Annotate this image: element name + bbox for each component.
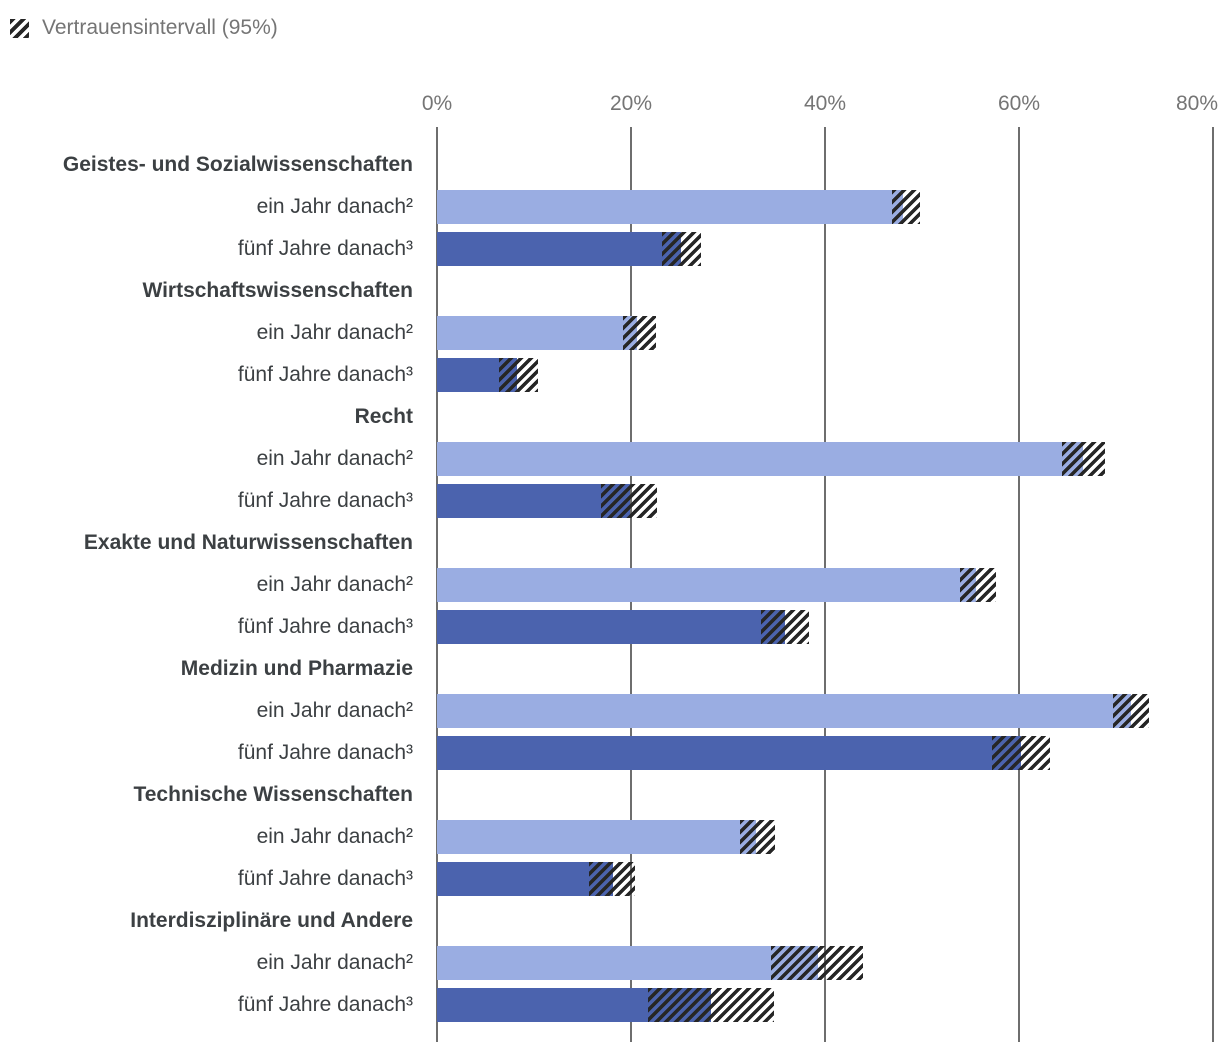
bar-label: fünf Jahre danach³ (237, 993, 413, 1016)
bar-label: fünf Jahre danach³ (237, 237, 413, 260)
confidence-interval-hatch (959, 568, 996, 602)
bar-label: fünf Jahre danach³ (237, 489, 413, 512)
confidence-interval-hatch (739, 820, 775, 854)
gridline (1212, 127, 1214, 1042)
bar-label: ein Jahr danach² (256, 195, 413, 218)
x-tick-label: 0% (421, 92, 453, 115)
bar-fuenf-jahre-danach[interactable] (437, 610, 786, 644)
confidence-interval-hatch (991, 736, 1051, 770)
confidence-interval-hatch-icon (10, 18, 29, 38)
confidence-interval-hatch (770, 946, 863, 980)
bar-ein-jahr-danach[interactable] (437, 442, 1084, 476)
bar-ein-jahr-danach[interactable] (437, 316, 637, 350)
bar-label: ein Jahr danach² (256, 699, 413, 722)
confidence-interval-hatch (662, 232, 701, 266)
x-tick-label: 60% (997, 92, 1041, 115)
bar-ein-jahr-danach[interactable] (437, 190, 903, 224)
confidence-interval-hatch (589, 862, 635, 896)
confidence-interval-hatch (623, 316, 657, 350)
bar-label: fünf Jahre danach³ (237, 741, 413, 764)
confidence-interval-hatch (891, 190, 921, 224)
bar-fuenf-jahre-danach[interactable] (437, 862, 613, 896)
x-tick-label: 20% (609, 92, 653, 115)
bar-label: ein Jahr danach² (256, 321, 413, 344)
bar-ein-jahr-danach[interactable] (437, 820, 757, 854)
confidence-interval-hatch (648, 988, 774, 1022)
confidence-interval-hatch (1113, 694, 1149, 728)
category-label: Interdisziplinäre und Andere (130, 909, 413, 932)
bar-fuenf-jahre-danach[interactable] (437, 232, 682, 266)
confidence-interval-hatch (1061, 442, 1106, 476)
confidence-interval-hatch (760, 610, 810, 644)
gridline (1018, 127, 1020, 1042)
bar-ein-jahr-danach[interactable] (437, 568, 977, 602)
category-label: Recht (354, 405, 413, 428)
category-label: Technische Wissenschaften (133, 783, 413, 806)
x-tick-label: 40% (803, 92, 847, 115)
bar-ein-jahr-danach[interactable] (437, 694, 1131, 728)
bar-label: ein Jahr danach² (256, 447, 413, 470)
legend-label: Vertrauensintervall (95%) (42, 16, 278, 39)
confidence-interval-hatch (499, 358, 538, 392)
bar-fuenf-jahre-danach[interactable] (437, 484, 631, 518)
bar-fuenf-jahre-danach[interactable] (437, 736, 1021, 770)
bar-label: fünf Jahre danach³ (237, 363, 413, 386)
x-tick-label: 80% (1175, 92, 1218, 115)
category-label: Exakte und Naturwissenschaften (83, 531, 413, 554)
confidence-interval-hatch (600, 484, 658, 518)
legend: Vertrauensintervall (95%) (10, 16, 278, 40)
bar-label: fünf Jahre danach³ (237, 867, 413, 890)
plot-area (436, 127, 1214, 1042)
bar-label: ein Jahr danach² (256, 951, 413, 974)
category-label: Wirtschaftswissenschaften (142, 279, 413, 302)
category-label: Medizin und Pharmazie (180, 657, 413, 680)
category-label: Geistes- und Sozialwissenschaften (62, 153, 413, 176)
bar-label: fünf Jahre danach³ (237, 615, 413, 638)
bar-label: ein Jahr danach² (256, 573, 413, 596)
bar-label: ein Jahr danach² (256, 825, 413, 848)
bar-ein-jahr-danach[interactable] (437, 946, 819, 980)
